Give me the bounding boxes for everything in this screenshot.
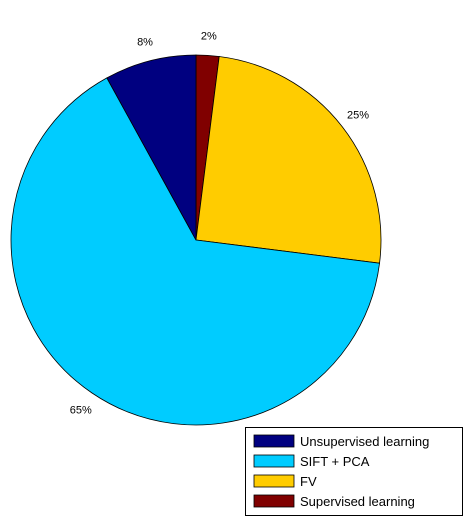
- pie-label-sift-pca: 65%: [70, 405, 92, 417]
- pie-slice-sift-pca: [10, 77, 380, 426]
- legend-label-sift-pca: SIFT + PCA: [300, 454, 370, 469]
- pie-slice-labels: 2% 25% 65% 8%: [70, 30, 369, 416]
- legend-label-fv: FV: [300, 474, 317, 489]
- legend-label-unsupervised-learning: Unsupervised learning: [300, 434, 429, 449]
- legend-swatch-fv: [253, 474, 295, 488]
- pie-label-unsupervised-learning: 8%: [137, 36, 153, 48]
- pie-slice-unsupervised-learning: [106, 54, 197, 241]
- legend-label-supervised-learning: Supervised learning: [300, 494, 415, 509]
- legend-swatch-sift-pca: [253, 454, 295, 468]
- pie-slices: [10, 54, 382, 426]
- pie-slice-fv: [195, 56, 382, 264]
- legend-swatch-supervised-learning: [253, 494, 295, 508]
- legend: Unsupervised learning SIFT + PCA FV Supervi…: [245, 427, 463, 516]
- pie-label-fv: 25%: [347, 109, 369, 121]
- pie-label-supervised-learning: 2%: [201, 30, 217, 42]
- legend-swatch-unsupervised-learning: [253, 434, 295, 448]
